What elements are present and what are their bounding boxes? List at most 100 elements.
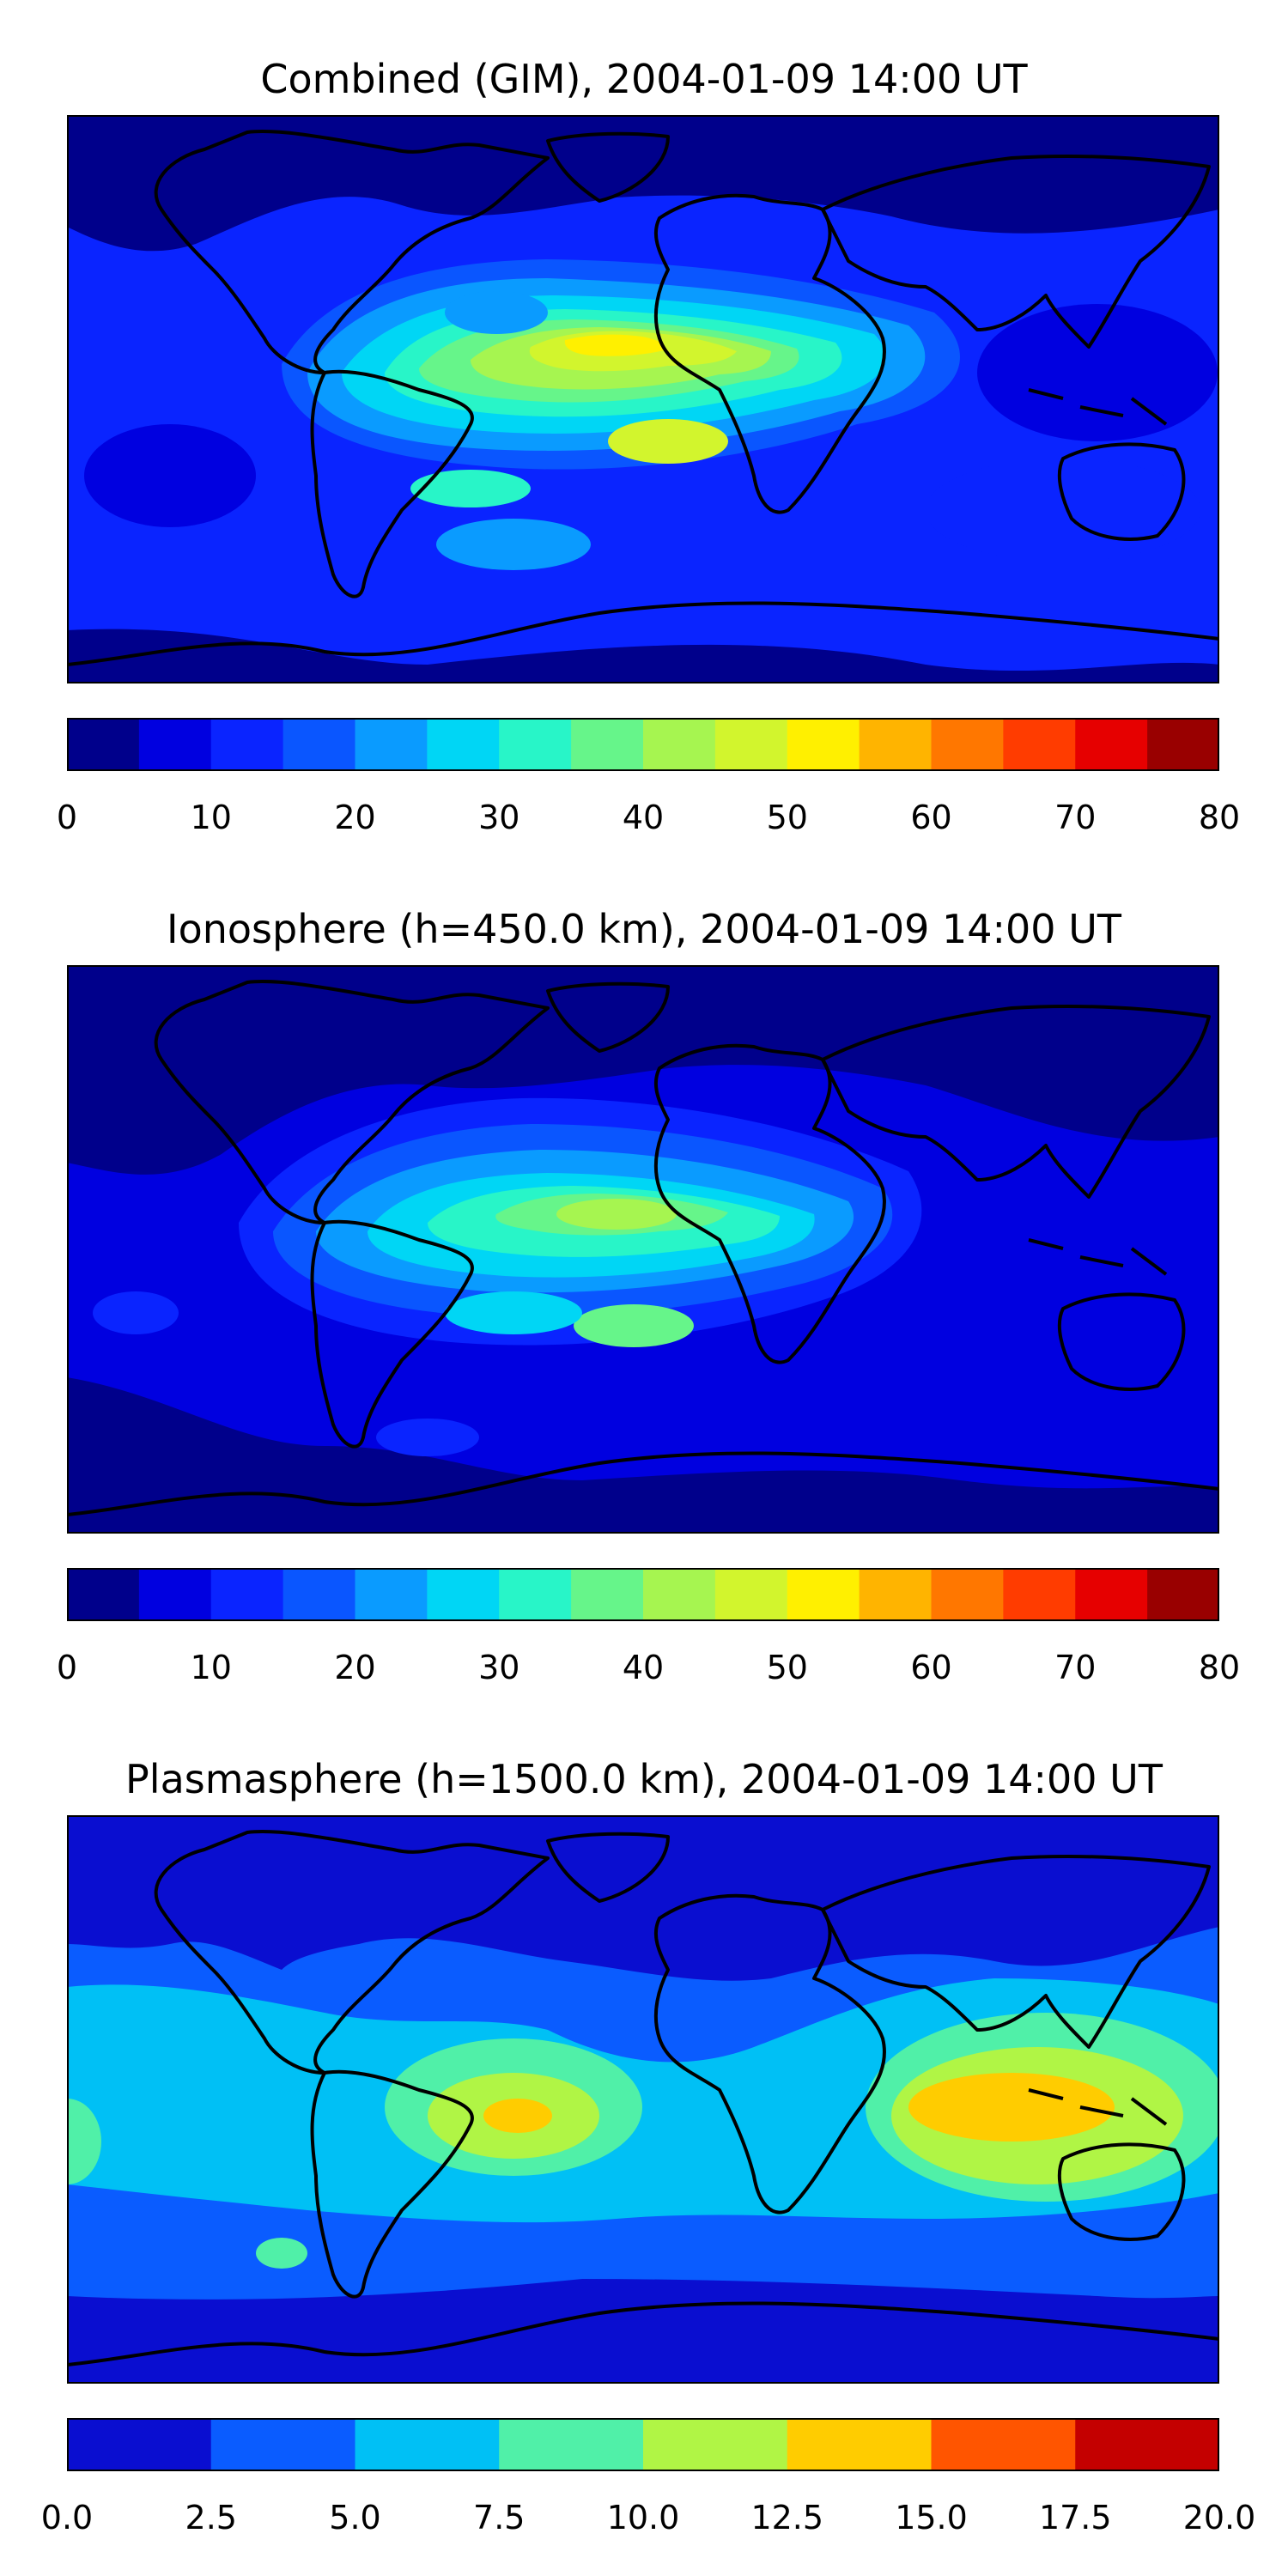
colorbar-segment bbox=[571, 718, 644, 771]
coast-south-america bbox=[310, 2069, 474, 2299]
colorbar-segment bbox=[210, 718, 284, 771]
colorbar-segment bbox=[499, 718, 572, 771]
coast-australia bbox=[1057, 442, 1186, 541]
contour-0-2.5-north bbox=[67, 1815, 1219, 1981]
colorbar-tick-label: 20 bbox=[334, 799, 376, 836]
colorbar-segment bbox=[643, 1568, 716, 1621]
colorbar-segment bbox=[1075, 718, 1148, 771]
colorbar-segment bbox=[571, 1568, 644, 1621]
colorbar-segment bbox=[643, 718, 716, 771]
colorbar-segment bbox=[1147, 718, 1219, 771]
colorbar-tick-label: 2.5 bbox=[185, 2499, 237, 2537]
map-ionosphere bbox=[67, 965, 1219, 1534]
coast-europe-africa bbox=[653, 1893, 886, 2215]
coast-south-america bbox=[310, 369, 474, 598]
colorbar-tick-label: 60 bbox=[910, 799, 952, 836]
colorbar-segment bbox=[210, 1568, 284, 1621]
colorbar-segment bbox=[283, 1568, 356, 1621]
contour-7.5-10-small bbox=[256, 2238, 307, 2269]
coastlines bbox=[67, 130, 1219, 666]
coast-north-america bbox=[154, 980, 550, 1224]
colorbar-tick-label: 40 bbox=[622, 799, 665, 836]
panel-title: Plasmasphere (h=1500.0 km), 2004-01-09 1… bbox=[125, 1756, 1163, 1802]
contour-35-40-b bbox=[574, 1304, 694, 1347]
coast-australia bbox=[1057, 1292, 1186, 1391]
coast-antarctica bbox=[67, 1451, 1219, 1516]
colorbar-ticks-plasmasphere: 0.0 2.5 5.0 7.5 10.0 12.5 15.0 17.5 20.0 bbox=[41, 2499, 1256, 2537]
colorbar-segment bbox=[499, 1568, 572, 1621]
contour-0-5-north bbox=[67, 965, 1219, 1175]
contour-10-15-band bbox=[926, 459, 1200, 562]
coast-greenland bbox=[546, 1832, 670, 1903]
map-frame bbox=[67, 115, 1219, 683]
colorbar-tick-label: 17.5 bbox=[1038, 2499, 1112, 2537]
colorbar-tick-label: 10 bbox=[190, 799, 232, 836]
coast-australia bbox=[1057, 2142, 1186, 2241]
contour-25-30-b bbox=[445, 1291, 582, 1334]
colorbar-segment bbox=[1075, 2418, 1219, 2471]
colorbar-tick-label: 20 bbox=[334, 1649, 376, 1686]
coastlines bbox=[67, 980, 1219, 1516]
contour-30-35-b bbox=[410, 470, 531, 507]
panel-title: Combined (GIM), 2004-01-09 14:00 UT bbox=[260, 56, 1028, 102]
colorbar-segment bbox=[1003, 1568, 1076, 1621]
coast-north-america bbox=[154, 130, 550, 374]
coast-asia bbox=[821, 1005, 1211, 1199]
colorbar-segment bbox=[931, 718, 1004, 771]
colorbar-segment bbox=[138, 1568, 212, 1621]
colorbar-segment bbox=[931, 1568, 1004, 1621]
coast-greenland bbox=[546, 131, 670, 203]
contour-50-55 bbox=[564, 334, 665, 356]
colorbar-tick-label: 0 bbox=[56, 799, 78, 836]
colorbar-ticks-combined: 0 10 20 30 40 50 60 70 80 bbox=[57, 799, 1240, 836]
coast-indonesia bbox=[1028, 2088, 1168, 2126]
coast-indonesia bbox=[1028, 388, 1168, 426]
colorbar-plasmasphere bbox=[67, 2418, 1219, 2471]
colorbar-tick-label: 15.0 bbox=[895, 2499, 968, 2537]
colorbar-combined bbox=[67, 718, 1219, 771]
coast-antarctica bbox=[67, 601, 1219, 666]
contour-12.5-15-west bbox=[483, 2099, 552, 2133]
colorbar-segment bbox=[283, 718, 356, 771]
colorbar-segment bbox=[67, 718, 140, 771]
colorbar-tick-label: 40 bbox=[622, 1649, 665, 1686]
map-frame bbox=[67, 965, 1219, 1534]
colorbar-ionosphere bbox=[67, 1568, 1219, 1621]
coast-indonesia bbox=[1028, 1238, 1168, 1276]
contour-20-25-c bbox=[445, 291, 548, 334]
contour-20-25-b bbox=[436, 519, 591, 570]
coast-antarctica bbox=[67, 2301, 1219, 2366]
coast-europe-africa bbox=[653, 193, 886, 514]
colorbar-segment bbox=[859, 718, 933, 771]
colorbar-segment bbox=[787, 718, 860, 771]
colorbar-tick-label: 70 bbox=[1054, 799, 1097, 836]
colorbar-segment bbox=[714, 718, 788, 771]
colorbar-segment bbox=[67, 1568, 140, 1621]
colorbar-segment bbox=[1075, 1568, 1148, 1621]
contour-0-5-south bbox=[67, 1377, 1219, 1534]
colorbar-segment bbox=[499, 2418, 644, 2471]
contour-10-15-west bbox=[93, 1291, 179, 1334]
contour-50-55-b bbox=[608, 419, 728, 464]
colorbar-tick-label: 50 bbox=[766, 799, 808, 836]
colorbar-segment bbox=[714, 1568, 788, 1621]
contour-5-10-east bbox=[960, 1274, 1200, 1394]
colorbar-tick-label: 30 bbox=[478, 1649, 520, 1686]
colorbar-tick-label: 70 bbox=[1054, 1649, 1097, 1686]
map-frame bbox=[67, 1815, 1219, 2384]
contour-0-5-north bbox=[67, 115, 1219, 252]
colorbar-tick-label: 10.0 bbox=[606, 2499, 680, 2537]
colorbar-tick-label: 60 bbox=[910, 1649, 952, 1686]
colorbar-segment bbox=[1003, 718, 1076, 771]
contour-12.5-15-east bbox=[908, 2073, 1115, 2142]
coast-north-america bbox=[154, 1830, 550, 2075]
contour-5-10-west bbox=[84, 424, 256, 527]
colorbar-segment bbox=[643, 2418, 788, 2471]
colorbar-segment bbox=[138, 718, 212, 771]
map-combined bbox=[67, 115, 1219, 683]
contour-5-10-east bbox=[977, 304, 1218, 441]
colorbar-tick-label: 12.5 bbox=[750, 2499, 824, 2537]
colorbar-segment bbox=[427, 1568, 500, 1621]
coast-asia bbox=[821, 1855, 1211, 2049]
colorbar-tick-label: 30 bbox=[478, 799, 520, 836]
